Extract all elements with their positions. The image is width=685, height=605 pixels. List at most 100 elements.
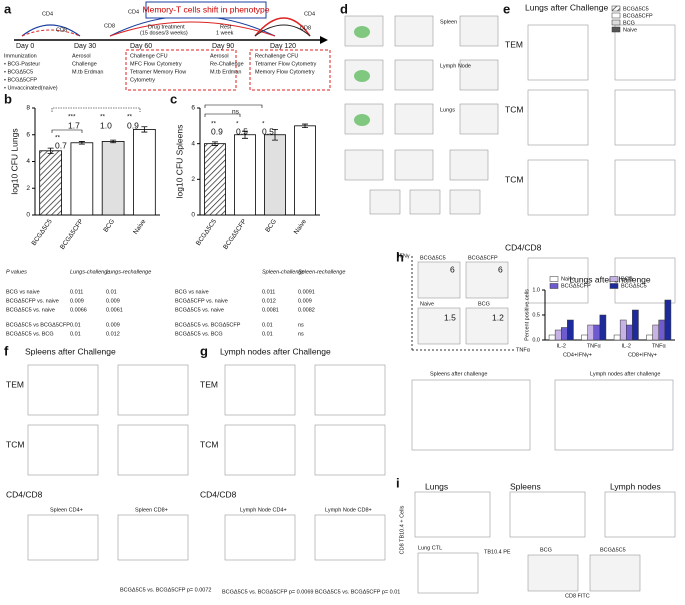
bar (626, 324, 633, 341)
step-text: Cytometry (130, 77, 155, 83)
legend-label: BCGΔ5C5 (621, 283, 647, 289)
panel-letter: e (503, 1, 510, 16)
table-cell: 0.01 (262, 322, 273, 328)
annotation: 0.7 (55, 140, 67, 150)
row-label: TEM (6, 379, 24, 389)
table-cell: BCGΔ5C5 vs BCGΔ5CFP (6, 322, 70, 328)
quadrant-value: 6 (450, 264, 455, 274)
p-note: BCGΔ5C5 vs. BCGΔ5CFP p= 0.0069 (222, 589, 313, 595)
bar (70, 142, 94, 216)
legend-swatch (609, 276, 619, 282)
axis-label: CD8 FITC (565, 593, 590, 599)
legend-swatch (611, 12, 621, 19)
row-label: CD4/CD8 (505, 242, 542, 252)
sub-title: Spleens after challenge (430, 371, 487, 377)
p-note: BCGΔ5C5 vs. BCGΔ5CFP p= 0.01 (315, 589, 400, 595)
bar (613, 334, 621, 341)
table-cell: 0.011 (70, 289, 83, 295)
brackets (51, 104, 263, 133)
timeline (14, 1, 331, 91)
axis-label: TB10.4 PE (484, 549, 511, 555)
sub-title: Lung CTL (418, 545, 442, 551)
cd-label: CD8 (56, 27, 67, 33)
frames (414, 491, 676, 594)
panel-letter: d (340, 1, 348, 16)
step-text: M.tb Erdman (210, 69, 241, 75)
bar (101, 141, 125, 216)
legend-label: Naive (623, 27, 637, 33)
panel-letter: a (4, 1, 12, 16)
plot-title: BCG (478, 301, 490, 307)
step-text: Re-Challenge (210, 61, 244, 67)
sub-title: Lymph Node CD4+ (240, 507, 287, 513)
bar (554, 329, 562, 341)
step-text: Immunization (4, 53, 37, 59)
tissue-label: Lungs (440, 107, 455, 113)
panel-title: Lungs after Challenge (525, 2, 608, 12)
table-header: Spleen-challenge (262, 269, 305, 275)
row-label: TEM (505, 39, 523, 49)
table-header: P values (6, 269, 27, 275)
step-text: Challenge CFU (130, 53, 168, 59)
step-text: • Unvaccinated(naive) (4, 85, 58, 91)
sub-title: Lymph Node CD8+ (325, 507, 372, 513)
day-label: Day 90 (212, 43, 234, 50)
table-header: Spleen-rechallenge (298, 269, 345, 275)
table-cell: 0.01 (262, 331, 273, 337)
y-axis-label: log10 CFU Lungs (9, 128, 19, 194)
error-bar (242, 130, 248, 139)
table-cell: 0.012 (106, 331, 120, 337)
annotation: 0.5 (262, 126, 274, 136)
tissue-label: Lymph Node (440, 63, 471, 69)
bar (204, 143, 226, 216)
row-label: TCM (200, 439, 218, 449)
quadrant-value: 1.2 (492, 312, 504, 322)
y-tick-label: 0 (191, 212, 195, 219)
bar (619, 319, 627, 341)
bar (234, 134, 256, 216)
plot-title: BCGΔ5CFP (468, 255, 498, 261)
y-tick-label: 8 (26, 105, 30, 112)
y-tick-label: 2 (26, 185, 30, 192)
cd-label: CD8 (104, 23, 115, 29)
annotation: 1.7 (68, 120, 80, 130)
frames (411, 379, 674, 451)
annotation: * (262, 121, 265, 128)
day-label: Day 0 (16, 43, 34, 50)
legend-swatch (609, 283, 619, 289)
annotation: ** (100, 114, 106, 121)
sub-title: Lymph nodes after challenge (590, 371, 660, 377)
p-note: BCGΔ5C5 vs. BCGΔ5CFP p= 0.0072 (120, 587, 211, 593)
x-tick-label: BCGΔ5C5 (31, 218, 54, 247)
x-tick-label: BCGΔ5CFP (59, 218, 85, 251)
cd-label: CD8 (300, 25, 311, 31)
error-bar (272, 129, 278, 141)
step-text: • BCGΔ5C5 (4, 69, 33, 75)
table-cell: 0.011 (262, 289, 275, 295)
x-tick-label: TNFα (652, 343, 667, 349)
table-cell: 0.012 (262, 298, 276, 304)
panel-letter: b (4, 91, 12, 106)
sub-title: Spleen CD8+ (135, 507, 168, 513)
y-tick-label: 6 (191, 105, 195, 112)
y-axis-label: log10 CFU Spleens (174, 125, 184, 199)
day-label: Day 60 (130, 43, 152, 50)
y-tick-label: 0.5 (532, 312, 540, 318)
table-cell: BCGΔ5C5 vs. BCG (6, 331, 54, 337)
row-label: TCM (6, 439, 24, 449)
bar (264, 134, 286, 216)
panel-title: Spleens after Challenge (25, 346, 116, 356)
frames (527, 24, 676, 304)
cd-label: CD4 (128, 9, 139, 15)
error-bar (78, 141, 85, 145)
legend-swatch (611, 26, 621, 33)
day-label: Day 120 (270, 43, 296, 50)
table-cell: 0.009 (106, 322, 120, 328)
panel-letter: c (170, 91, 177, 106)
group-label: CD4+IFNγ+ (563, 352, 592, 358)
plot-title: Naive (420, 301, 434, 307)
bar (561, 327, 568, 341)
legend-swatch (611, 5, 621, 12)
panel-title: Lymph nodes after Challenge (220, 346, 331, 356)
bar (581, 334, 588, 341)
